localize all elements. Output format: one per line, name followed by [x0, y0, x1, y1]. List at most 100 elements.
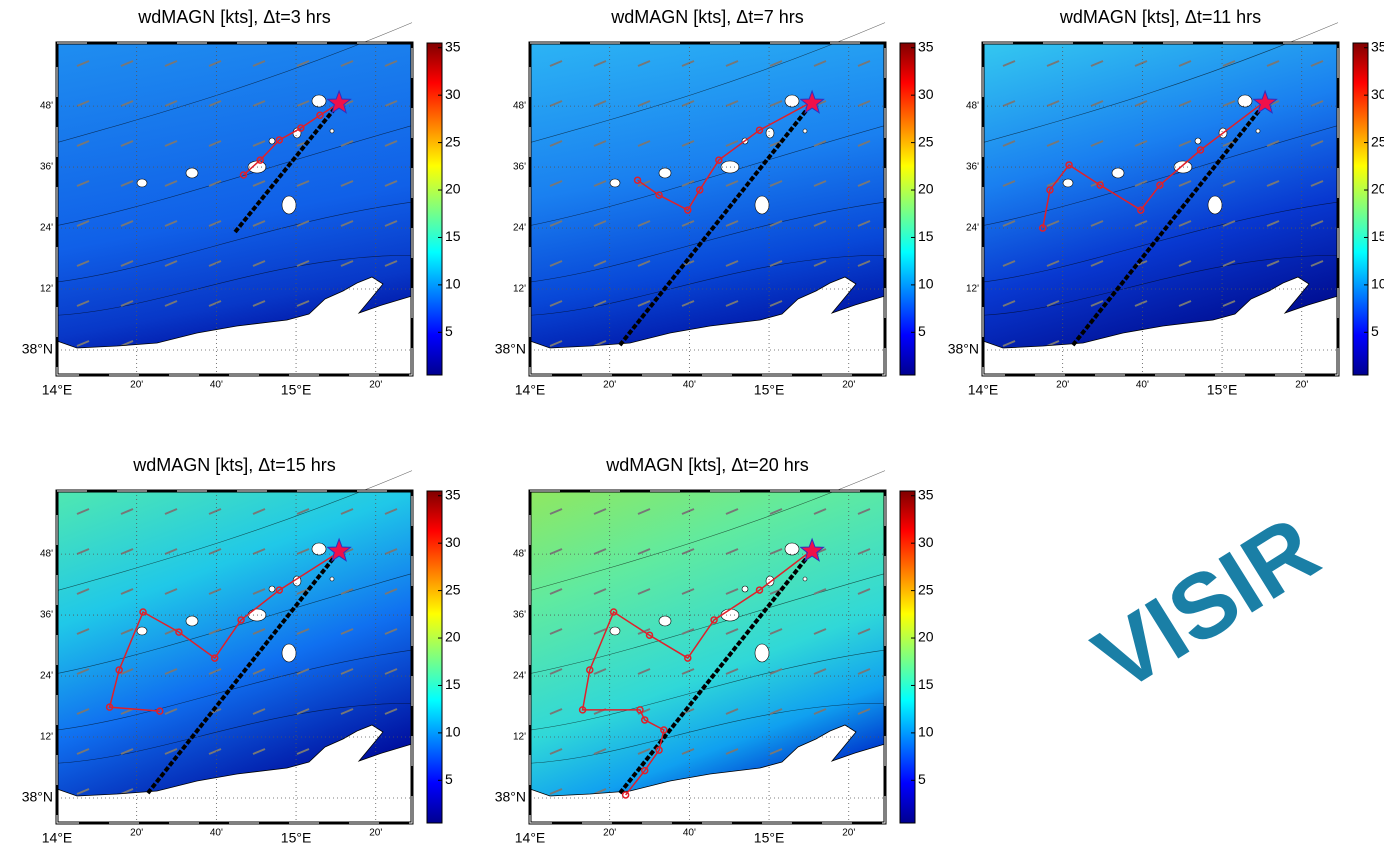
contour-line [529, 22, 886, 143]
wind-arrow [76, 628, 90, 635]
contour-line [529, 254, 886, 316]
contour-line [529, 649, 886, 731]
wind-arrow [1178, 60, 1192, 67]
wind-arrow [857, 548, 871, 555]
wind-arrow [725, 60, 739, 67]
wind-arrow [1002, 140, 1016, 147]
colorbar-label: 30 [445, 86, 461, 102]
wind-arrow [296, 748, 310, 755]
wind-arrow [1134, 180, 1148, 187]
x-tick-label: 15°E [281, 382, 312, 398]
island [1194, 137, 1202, 145]
x-tick-label: 20' [130, 828, 143, 839]
route-point [755, 126, 764, 134]
wind-arrow [637, 588, 651, 595]
wind-arrow [1046, 260, 1060, 267]
route-point [621, 791, 630, 799]
wind-arrow [1222, 300, 1236, 307]
route-point [115, 666, 123, 674]
wind-arrow [725, 300, 739, 307]
wind-arrow [208, 180, 222, 187]
wind-arrow [1266, 180, 1280, 187]
y-tick-label: 12' [40, 732, 53, 743]
island [281, 195, 297, 215]
island [784, 94, 800, 108]
route-point [645, 631, 654, 639]
contour-line [529, 125, 886, 226]
island [1255, 128, 1261, 134]
wind-arrow [637, 220, 651, 227]
wind-arrow [549, 140, 563, 147]
wind-arrow [1134, 60, 1148, 67]
wind-arrow [252, 748, 266, 755]
wind-arrow [725, 548, 739, 555]
wind-arrow [1222, 180, 1236, 187]
wind-arrow [296, 220, 310, 227]
wind-arrow [252, 300, 266, 307]
map-panel: wdMAGN [kts], Δt=15 hrs 14°E 20' 40' 15°E 20'… [22, 455, 461, 846]
shortest-route [618, 101, 814, 347]
wind-arrow [76, 548, 90, 555]
wind-arrow [813, 588, 827, 595]
map-panel: wdMAGN [kts], Δt=3 hrs 14°E 20' 40' 15°E 20' 3… [22, 7, 461, 398]
wind-arrow [593, 628, 607, 635]
route-point [275, 586, 284, 594]
wind-arrow [296, 548, 310, 555]
map-frame-inner [982, 42, 1339, 376]
destination-star [1252, 89, 1278, 114]
wind-arrow [1266, 260, 1280, 267]
wind-arrow [1002, 220, 1016, 227]
land [529, 724, 886, 824]
island [741, 585, 749, 593]
colorbar [426, 42, 443, 376]
wind-arrow [857, 60, 871, 67]
wind-arrow [1090, 260, 1104, 267]
y-tick-label: 24' [513, 671, 526, 682]
wind-arrow [164, 300, 178, 307]
route-point [275, 136, 284, 144]
wind-arrow [208, 220, 222, 227]
wind-arrow [769, 508, 783, 515]
wind-arrow [120, 180, 134, 187]
contour-line [982, 254, 1339, 316]
wind-arrow [857, 220, 871, 227]
wind-arrow [76, 588, 90, 595]
island [802, 576, 808, 582]
wind-arrow [769, 140, 783, 147]
x-tick-label: 14°E [42, 382, 73, 398]
route-line [108, 551, 340, 712]
colorbar-label: 5 [445, 771, 453, 787]
wind-arrow [76, 100, 90, 107]
wind-arrow [340, 708, 354, 715]
wind-arrow [164, 180, 178, 187]
colorbar-label: 20 [918, 181, 934, 197]
map-frame-inner [529, 42, 886, 376]
route-point [710, 616, 718, 624]
wind-arrow [813, 508, 827, 515]
colorbar-label: 5 [918, 771, 926, 787]
wind-arrow [164, 60, 178, 67]
wind-arrow [857, 180, 871, 187]
island [311, 94, 327, 108]
wind-arrow [296, 260, 310, 267]
colorbar-label: 20 [445, 629, 461, 645]
wind-arrow [549, 260, 563, 267]
wind-arrow [813, 260, 827, 267]
route-point [1196, 146, 1205, 154]
wind-arrow [725, 588, 739, 595]
land [982, 276, 1339, 376]
wind-arrow [1310, 220, 1324, 227]
wind-arrow [164, 140, 178, 147]
colorbar-label: 10 [445, 724, 461, 740]
wind-arrow [769, 260, 783, 267]
route-point [256, 156, 264, 164]
island [609, 626, 621, 636]
destination-star [799, 537, 825, 562]
x-tick-label: 40' [683, 828, 696, 839]
wind-arrow [384, 508, 398, 515]
wind-arrow [593, 508, 607, 515]
island [1062, 178, 1074, 188]
wind-arrow [120, 628, 134, 635]
contour-line [982, 201, 1339, 283]
